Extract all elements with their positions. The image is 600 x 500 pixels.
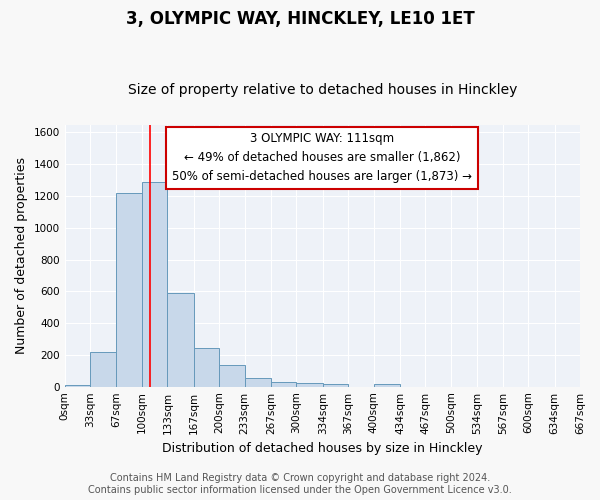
- Title: Size of property relative to detached houses in Hinckley: Size of property relative to detached ho…: [128, 83, 517, 97]
- Bar: [90, 352, 116, 386]
- Bar: [142, 182, 167, 386]
- X-axis label: Distribution of detached houses by size in Hinckley: Distribution of detached houses by size …: [162, 442, 482, 455]
- Bar: [116, 193, 142, 386]
- Y-axis label: Number of detached properties: Number of detached properties: [15, 157, 28, 354]
- Bar: [374, 384, 400, 386]
- Text: 3, OLYMPIC WAY, HINCKLEY, LE10 1ET: 3, OLYMPIC WAY, HINCKLEY, LE10 1ET: [125, 10, 475, 28]
- Bar: [296, 382, 323, 386]
- Text: Contains HM Land Registry data © Crown copyright and database right 2024.
Contai: Contains HM Land Registry data © Crown c…: [88, 474, 512, 495]
- Bar: [271, 382, 296, 386]
- Bar: [219, 365, 245, 386]
- Bar: [194, 348, 219, 387]
- Text: 3 OLYMPIC WAY: 111sqm
← 49% of detached houses are smaller (1,862)
50% of semi-d: 3 OLYMPIC WAY: 111sqm ← 49% of detached …: [172, 132, 472, 184]
- Bar: [245, 378, 271, 386]
- Bar: [323, 384, 348, 386]
- Bar: [167, 293, 194, 386]
- Bar: [65, 385, 90, 386]
